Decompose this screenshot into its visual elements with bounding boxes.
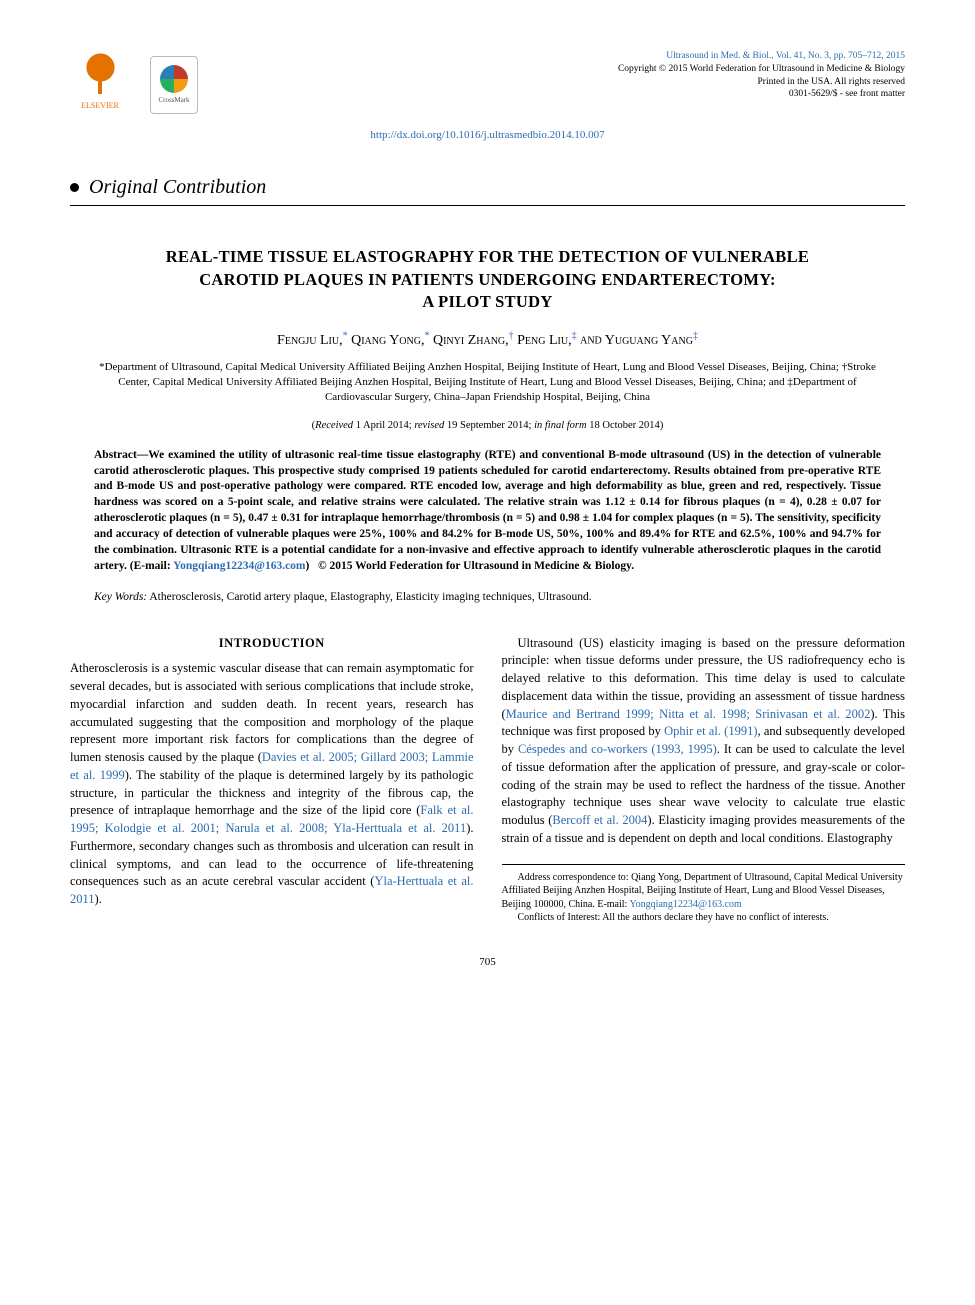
abstract-email-close: ): [306, 560, 310, 572]
journal-meta: Ultrasound in Med. & Biol., Vol. 41, No.…: [618, 50, 905, 101]
keywords-text: Atherosclerosis, Carotid artery plaque, …: [147, 591, 591, 603]
elsevier-tree-icon: [78, 50, 123, 100]
citation[interactable]: Céspedes and co-workers (1993, 1995): [518, 742, 717, 756]
crossmark-logo[interactable]: CrossMark: [150, 56, 198, 114]
title-line-3: A PILOT STUDY: [422, 292, 552, 311]
copyright-line: Copyright © 2015 World Federation for Ul…: [618, 63, 905, 76]
abstract-label: Abstract—: [94, 449, 148, 461]
crossmark-icon: [160, 65, 188, 93]
crossmark-label: CrossMark: [158, 96, 189, 106]
citation[interactable]: Maurice and Bertrand 1999; Nitta et al. …: [506, 707, 871, 721]
date-received: 1 April 2014: [356, 420, 409, 431]
title-line-2: CAROTID PLAQUES IN PATIENTS UNDERGOING E…: [199, 270, 776, 289]
body-para-2: Ultrasound (US) elasticity imaging is ba…: [502, 635, 906, 848]
section-label: Original Contribution: [70, 173, 905, 206]
title-line-1: REAL-TIME TISSUE ELASTOGRAPHY FOR THE DE…: [166, 247, 809, 266]
logo-group: ELSEVIER CrossMark: [70, 50, 198, 120]
correspondence-footnote: Address correspondence to: Qiang Yong, D…: [502, 871, 906, 912]
header-row: ELSEVIER CrossMark Ultrasound in Med. & …: [70, 50, 905, 120]
author-1: Fengju Liu,*: [277, 333, 348, 348]
article-dates: (Received 1 April 2014; revised 19 Septe…: [70, 419, 905, 434]
date-revised: 19 September 2014: [447, 420, 529, 431]
author-4: Peng Liu,‡: [517, 333, 576, 348]
citation[interactable]: Ophir et al. (1991): [664, 724, 757, 738]
author-list: Fengju Liu,* Qiang Yong,* Qinyi Zhang,† …: [70, 329, 905, 350]
section-label-text: Original Contribution: [89, 173, 266, 201]
abstract-copyright: © 2015 World Federation for Ultrasound i…: [318, 560, 634, 572]
author-2: Qiang Yong,*: [351, 333, 429, 348]
article-title: REAL-TIME TISSUE ELASTOGRAPHY FOR THE DE…: [70, 246, 905, 313]
footnote-block: Address correspondence to: Qiang Yong, D…: [502, 864, 906, 925]
abstract-email-open: (E-mail:: [130, 560, 173, 572]
printed-line: Printed in the USA. All rights reserved: [618, 76, 905, 89]
keywords-label: Key Words:: [94, 591, 147, 603]
page-number: 705: [70, 955, 905, 970]
elsevier-logo: ELSEVIER: [70, 50, 130, 120]
issn-line: 0301-5629/$ - see front matter: [618, 88, 905, 101]
elsevier-label: ELSEVIER: [81, 100, 119, 111]
abstract-text: We examined the utility of ultrasonic re…: [94, 449, 881, 572]
bullet-icon: [70, 183, 79, 192]
abstract: Abstract—We examined the utility of ultr…: [94, 448, 881, 575]
author-3: Qinyi Zhang,†: [433, 333, 514, 348]
date-final: 18 October 2014: [589, 420, 660, 431]
footnote-email[interactable]: Yongqiang12234@163.com: [629, 899, 741, 910]
keywords: Key Words: Atherosclerosis, Carotid arte…: [94, 589, 881, 605]
abstract-email[interactable]: Yongqiang12234@163.com: [173, 560, 305, 572]
journal-citation: Ultrasound in Med. & Biol., Vol. 41, No.…: [618, 50, 905, 63]
citation[interactable]: Bercoff et al. 2004: [552, 813, 647, 827]
affiliations: *Department of Ultrasound, Capital Medic…: [90, 360, 885, 405]
doi-link[interactable]: http://dx.doi.org/10.1016/j.ultrasmedbio…: [70, 128, 905, 143]
conflicts-footnote: Conflicts of Interest: All the authors d…: [502, 911, 906, 925]
author-5: Yuguang Yang‡: [605, 333, 698, 348]
body-columns: INTRODUCTION Atherosclerosis is a system…: [70, 635, 905, 925]
body-para-1: Atherosclerosis is a systemic vascular d…: [70, 660, 474, 909]
intro-heading: INTRODUCTION: [70, 635, 474, 653]
